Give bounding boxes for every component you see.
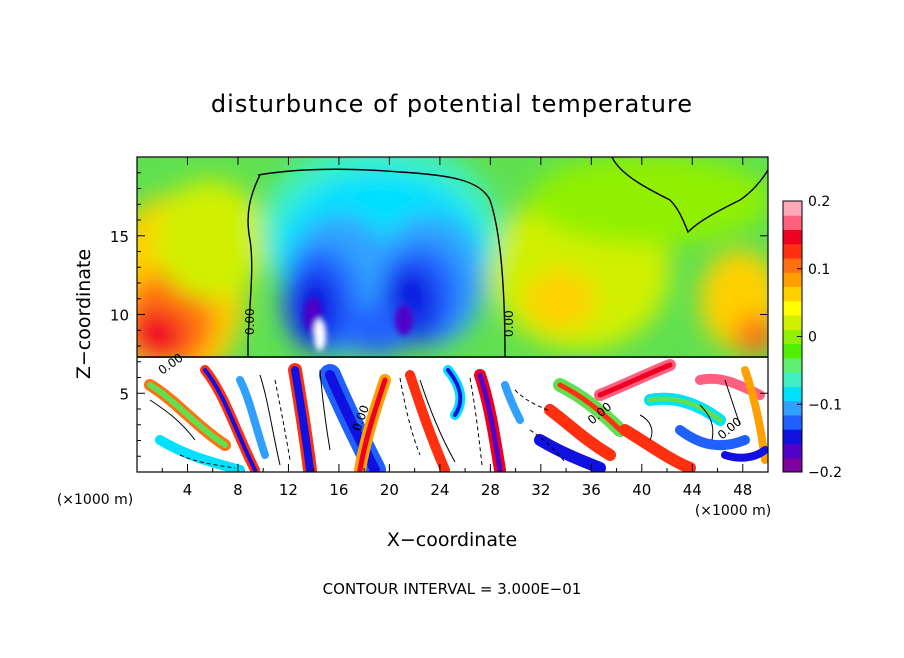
x-tick-label: 44 (683, 481, 702, 499)
colorbar-swatch (783, 457, 802, 473)
colorbar-tick-label: −0.2 (808, 465, 842, 481)
colorbar-swatch (783, 315, 802, 330)
y-tick-label: 5 (119, 385, 129, 403)
y-tick-label: 10 (110, 307, 129, 325)
x-unit-label-left: (×1000 m) (57, 492, 133, 508)
upper-field-detail (304, 297, 413, 351)
x-axis: 4 8 12 16 20 24 28 32 36 40 44 48 (161, 157, 752, 499)
y-tick-label: 15 (110, 228, 129, 246)
x-tick-label: 36 (582, 481, 601, 499)
colorbar-swatch (783, 272, 802, 288)
colorbar-swatch (783, 286, 802, 302)
plot-field (137, 157, 768, 472)
upper-field-blobs (137, 157, 768, 385)
colorbar-swatch (783, 243, 802, 259)
lower-layer-contours (149, 369, 741, 469)
colorbar-swatch (783, 443, 802, 459)
x-tick-label: 16 (329, 481, 348, 499)
x-tick-label: 32 (531, 481, 550, 499)
x-tick-label: 8 (233, 481, 243, 499)
colorbar-tick-label: 0.1 (808, 262, 830, 278)
x-tick-label: 24 (430, 481, 449, 499)
zero-contours (137, 157, 768, 358)
y-axis: 5 10 15 (110, 172, 768, 457)
x-tick-label: 28 (481, 481, 500, 499)
colorbar-tick-label: −0.1 (808, 397, 842, 413)
colorbar-swatch (783, 372, 802, 387)
colorbar-swatch (783, 429, 802, 444)
colorbar-swatch (783, 386, 802, 402)
x-tick-label: 20 (380, 481, 399, 499)
colorbar-swatch (783, 343, 802, 359)
colorbar-swatch (783, 300, 802, 316)
x-tick-label: 40 (632, 481, 651, 499)
chart-title: disturbunce of potential temperature (211, 90, 693, 118)
colorbar-swatch (783, 215, 802, 231)
lower-layer-streaks (144, 359, 768, 472)
contour-label: 0.00 (502, 310, 516, 337)
colorbar-swatch (783, 400, 802, 416)
x-unit-label-right: (×1000 m) (695, 503, 771, 519)
contour-interval-note: CONTOUR INTERVAL = 3.000E−01 (323, 580, 582, 598)
colorbar-tick-label: 0 (808, 330, 817, 346)
colorbar-swatch (783, 329, 802, 345)
x-tick-label: 12 (279, 481, 298, 499)
colorbar-swatch (783, 414, 802, 430)
contour-label: 0.00 (243, 308, 257, 335)
colorbar-swatch (783, 357, 802, 373)
x-tick-label: 48 (733, 481, 752, 499)
x-tick-label: 4 (183, 481, 193, 499)
colorbar-swatch (783, 229, 802, 245)
x-axis-label: X−coordinate (387, 529, 517, 551)
y-axis-label: Z−coordinate (73, 249, 95, 379)
colorbar-swatch (783, 201, 802, 216)
colorbar-tick-label: 0.2 (808, 194, 830, 210)
colorbar-swatch (783, 258, 802, 273)
colorbar: 0.2 0.1 0 −0.1 −0.2 (782, 194, 842, 481)
